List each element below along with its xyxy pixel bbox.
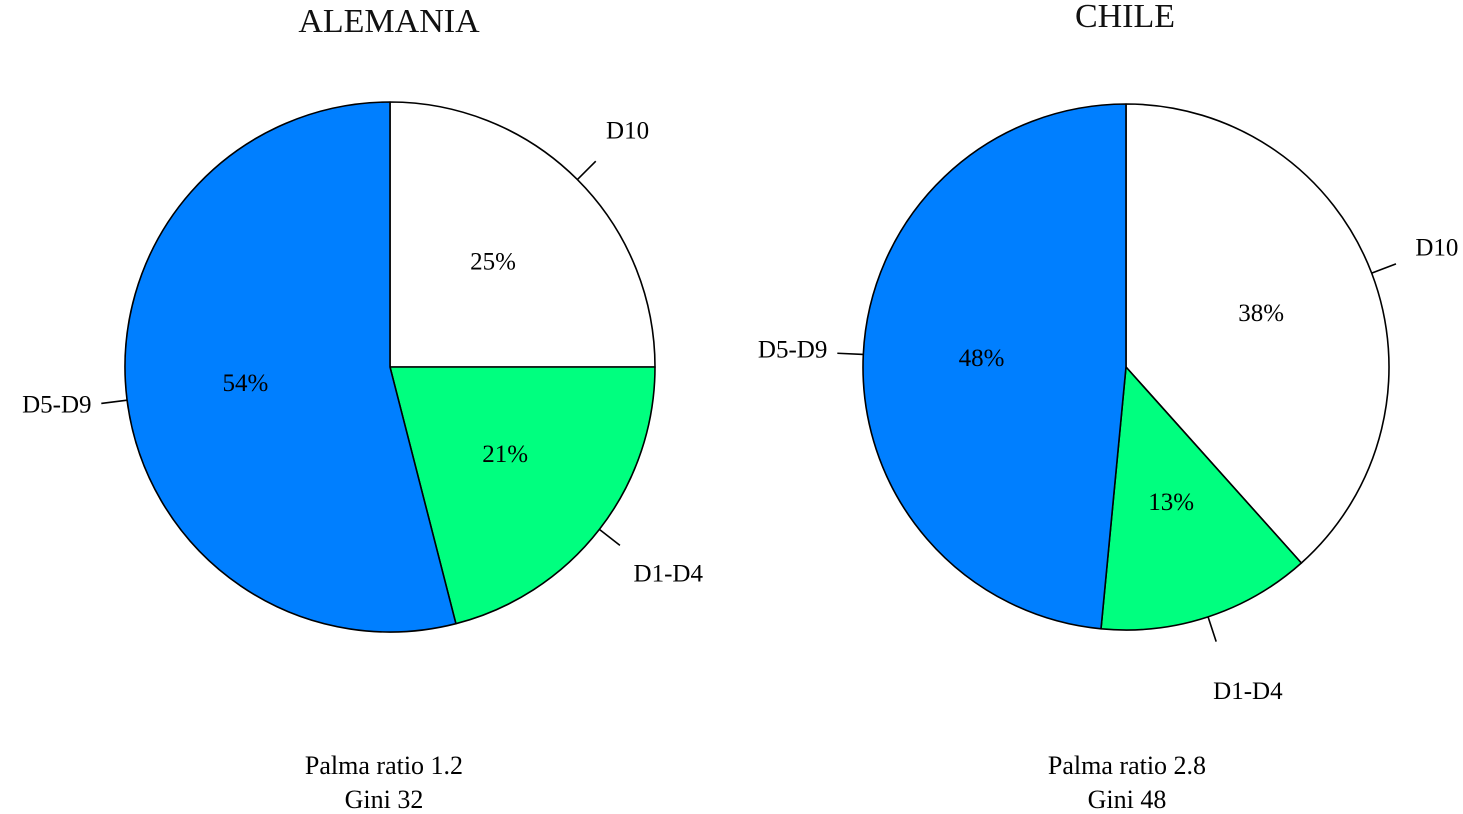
- pie-slices: [862, 103, 1390, 631]
- percent-label-d5-d9: 48%: [959, 345, 1005, 372]
- category-label-d10: D10: [1415, 234, 1458, 261]
- category-labels: D10 D1-D4 D5-D9: [758, 234, 1458, 705]
- pie-slice-d10: [1125, 103, 1390, 564]
- category-labels: D10 D1-D4 D5-D9: [22, 118, 703, 588]
- percent-labels: 38% 13% 48%: [959, 300, 1284, 516]
- leader-lines: [837, 263, 1397, 642]
- leader-line-d10: [576, 160, 597, 181]
- percent-label-d10: 38%: [1238, 300, 1284, 327]
- percent-labels: 25% 21% 54%: [222, 249, 528, 468]
- leader-line-d5-d9: [837, 352, 864, 356]
- category-label-d10: D10: [606, 118, 649, 145]
- gini-text: Gini 32: [345, 785, 424, 814]
- leader-line-d10: [1371, 263, 1397, 274]
- category-label-d5-d9: D5-D9: [22, 392, 91, 419]
- leader-line-d5-d9: [101, 399, 128, 405]
- leader-line-d1-d4: [598, 528, 621, 546]
- chart-title: ALEMANIA: [298, 3, 480, 40]
- pie-slice-d10: [389, 101, 656, 368]
- category-label-d1-d4: D1-D4: [634, 561, 704, 588]
- palma-ratio-text: Palma ratio 2.8: [1048, 751, 1206, 780]
- leader-line-d1-d4: [1207, 616, 1217, 642]
- percent-label-d1-d4: 13%: [1148, 489, 1194, 516]
- pie-chart-chile: CHILE 38% 13% 48% D10 D1-D4 D5-D9 Palma rati…: [758, 0, 1458, 814]
- category-label-d1-d4: D1-D4: [1213, 678, 1283, 705]
- pie-slice-d1-d4: [1100, 366, 1303, 631]
- leader-lines: [101, 160, 621, 546]
- percent-label-d5-d9: 54%: [222, 370, 268, 397]
- pie-slices: [124, 101, 656, 633]
- percent-label-d1-d4: 21%: [482, 441, 528, 468]
- pie-chart-alemania: ALEMANIA 25% 21% 54% D10 D1-D4 D5-D9 Palma r…: [22, 3, 703, 814]
- category-label-d5-d9: D5-D9: [758, 337, 827, 364]
- percent-label-d10: 25%: [470, 249, 516, 276]
- pie-slice-d5-d9: [124, 101, 457, 633]
- pie-slice-d5-d9: [862, 103, 1127, 630]
- gini-text: Gini 48: [1088, 785, 1167, 814]
- chart-title: CHILE: [1075, 0, 1175, 35]
- palma-ratio-text: Palma ratio 1.2: [305, 751, 463, 780]
